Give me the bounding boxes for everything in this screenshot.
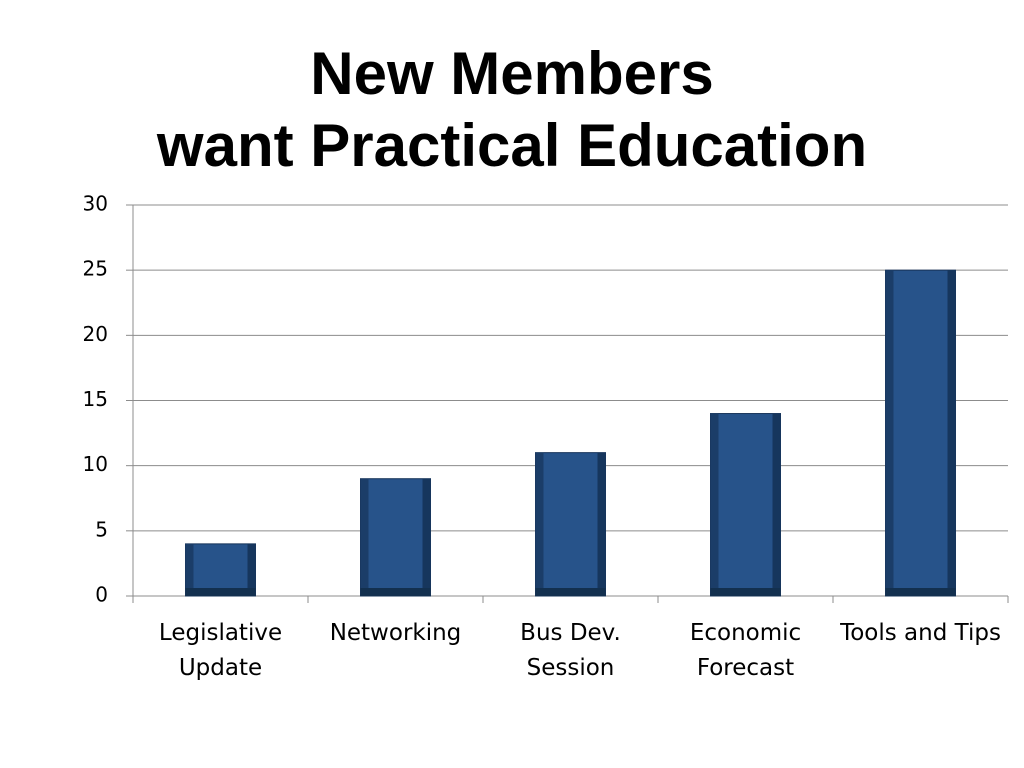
x-tick-label: Networking [329, 620, 462, 646]
chart-title: New Members want Practical Education [156, 40, 868, 179]
x-tick-label: Economic Forecast [689, 620, 802, 681]
y-tick-label: 15 [83, 387, 108, 411]
bar [885, 269, 956, 597]
bar [710, 413, 781, 597]
y-tick-label: 0 [95, 583, 108, 607]
x-tick-label: Tools and Tips [840, 620, 1001, 646]
x-tick-label: Bus Dev. Session [520, 620, 621, 681]
bar [360, 478, 431, 597]
bar [185, 543, 256, 597]
y-tick-label: 25 [83, 257, 108, 281]
bar [535, 452, 606, 597]
y-tick-label: 10 [83, 452, 108, 476]
y-tick-label: 5 [95, 517, 108, 541]
y-tick-label: 30 [83, 192, 108, 216]
x-tick-label: Legislative Update [158, 620, 283, 681]
y-tick-label: 20 [83, 322, 108, 346]
